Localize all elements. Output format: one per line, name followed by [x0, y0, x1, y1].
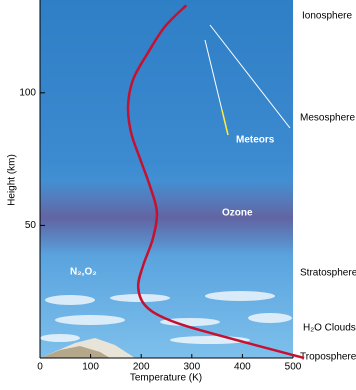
layer-label: Mesosphere — [300, 113, 355, 124]
layer-label: Stratosphere — [300, 268, 356, 279]
x-tick-label: 500 — [285, 362, 302, 373]
background — [40, 0, 293, 358]
x-axis-label: Temperature (K) — [130, 373, 202, 384]
x-tick-label: 200 — [133, 362, 150, 373]
chart: Height (km) Temperature (K) Ionosphere M… — [0, 0, 356, 385]
x-tick-label: 100 — [82, 362, 99, 373]
layer-label: H₂O Clouds — [303, 323, 356, 334]
layer-label: Ionosphere — [302, 11, 352, 22]
annotation: Meteors — [236, 135, 275, 146]
annotation: N₂,O₂ — [70, 267, 97, 278]
y-tick-label: 50 — [25, 220, 37, 231]
y-axis-label: Height (km) — [7, 154, 18, 206]
annotation: Ozone — [222, 208, 253, 219]
x-tick-label: 400 — [234, 362, 251, 373]
y-tick-label: 100 — [19, 87, 36, 98]
x-tick-label: 0 — [37, 362, 43, 373]
x-tick-label: 300 — [183, 362, 200, 373]
layer-label: Troposphere — [300, 352, 356, 363]
